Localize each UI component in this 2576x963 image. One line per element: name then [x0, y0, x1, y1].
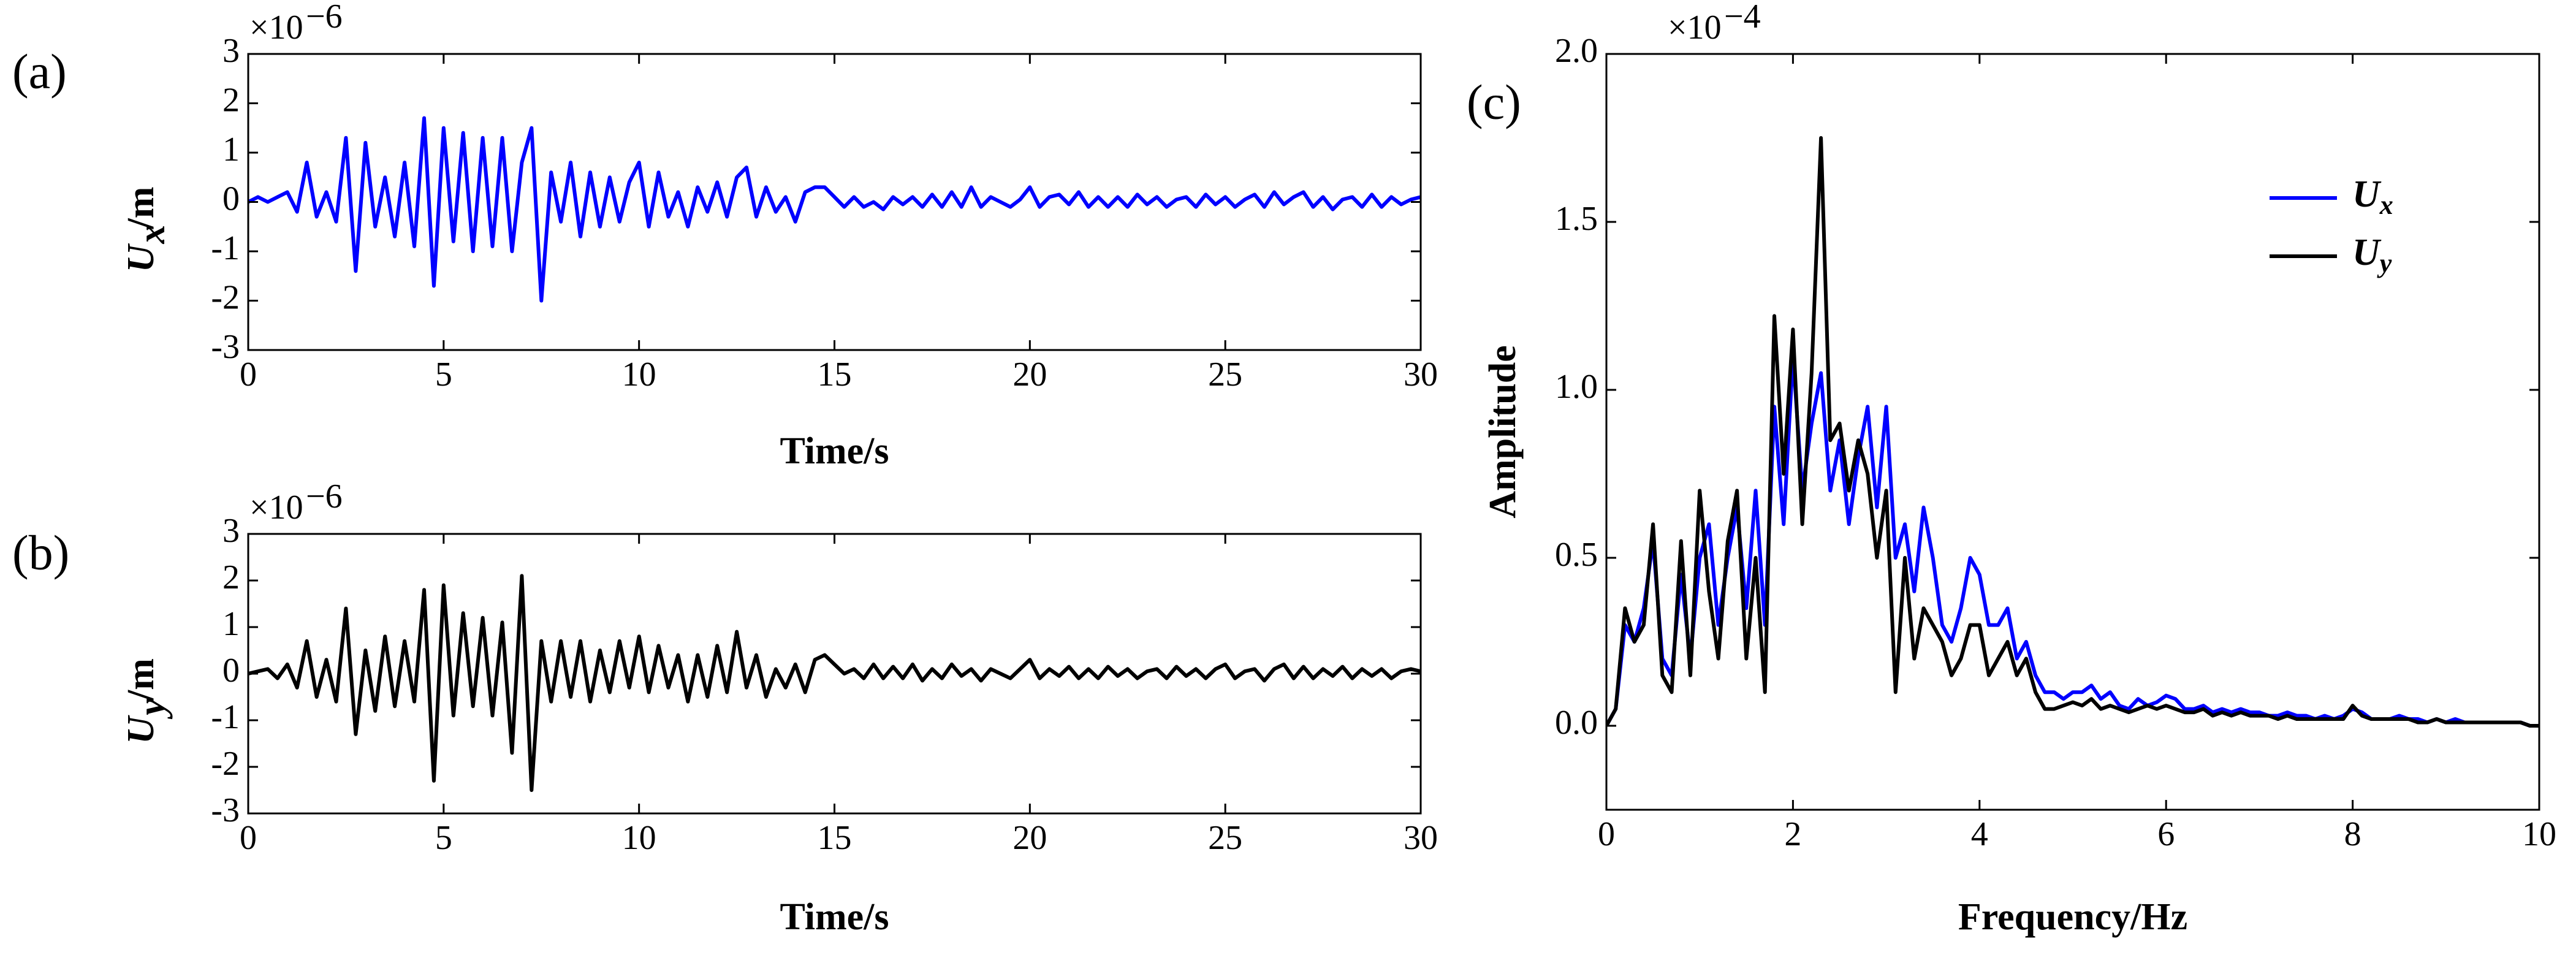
x-axis-label: Frequency/Hz: [1958, 896, 2187, 938]
y-tick-label: 3: [222, 512, 240, 550]
legend-label: Uy: [2352, 232, 2392, 278]
multiplier-base: ×10: [1668, 9, 1722, 47]
y-tick-label: 0: [222, 652, 240, 690]
y-tick-label: 3: [222, 32, 240, 70]
x-tick-label: 10: [622, 819, 656, 857]
y-tick-label: -1: [211, 698, 240, 736]
y-axis-label: Uy/m: [120, 658, 173, 744]
x-tick-label: 15: [818, 356, 852, 394]
y-axis-label: Amplitude: [1482, 345, 1524, 518]
y-tick-label: 2: [222, 558, 240, 596]
axes-box: [247, 533, 1422, 815]
y-tick-label: -2: [211, 745, 240, 783]
y-tick-label: 2: [222, 81, 240, 119]
series-line: [1606, 136, 2539, 728]
x-tick-label: 8: [2344, 815, 2361, 853]
panel-label: (b): [12, 526, 69, 580]
axes-box: [1605, 53, 2540, 811]
y-tick-label: 0.5: [1555, 536, 1598, 574]
y-tick-label: 1: [222, 131, 240, 169]
x-tick-label: 2: [1784, 815, 1801, 853]
x-tick-label: 30: [1404, 356, 1438, 394]
series-line: [248, 574, 1421, 792]
y-label-symbol: U: [120, 715, 162, 744]
y-tick-label: 1.0: [1555, 368, 1598, 406]
x-tick-label: 0: [240, 356, 257, 394]
y-tick-label: 0.0: [1555, 704, 1598, 742]
x-tick-label: 0: [240, 819, 257, 857]
series-line: [1606, 354, 2539, 728]
multiplier-base: ×10: [249, 489, 303, 527]
x-tick-label: 20: [1013, 819, 1047, 857]
y-tick-label: 0: [222, 180, 240, 218]
y-tick-label: 1.5: [1555, 200, 1598, 238]
y-tick-label: 1: [222, 605, 240, 643]
series-line: [248, 116, 1421, 303]
x-tick-label: 10: [622, 356, 656, 394]
x-tick-label: 6: [2157, 815, 2175, 853]
panel-label: (c): [1467, 75, 1521, 129]
axes-box: [247, 53, 1422, 351]
multiplier-exponent: −4: [1724, 0, 1761, 36]
x-tick-label: 15: [818, 819, 852, 857]
x-axis-label: Time/s: [780, 896, 889, 938]
x-axis-label: Time/s: [780, 430, 889, 472]
y-label-unit: /m: [120, 187, 162, 230]
y-tick-label: 2.0: [1555, 32, 1598, 70]
y-tick-label: -1: [211, 229, 240, 267]
y-label-subscript: x: [131, 225, 173, 245]
legend-label: Ux: [2352, 173, 2393, 220]
x-tick-label: 4: [1971, 815, 1988, 853]
multiplier-base: ×10: [249, 9, 303, 47]
x-tick-label: 0: [1598, 815, 1615, 853]
multiplier-exponent: −6: [306, 478, 343, 516]
y-axis-label: Ux/m: [120, 187, 173, 273]
x-tick-label: 25: [1208, 356, 1242, 394]
x-tick-label: 5: [435, 819, 452, 857]
multiplier-exponent: −6: [306, 0, 343, 36]
y-label-symbol: U: [120, 243, 162, 272]
x-tick-label: 5: [435, 356, 452, 394]
y-tick-label: -3: [211, 791, 240, 829]
x-tick-label: 10: [2522, 815, 2556, 853]
y-label-subscript: y: [131, 698, 173, 720]
y-tick-label: -2: [211, 278, 240, 316]
panel-label: (a): [12, 45, 67, 99]
x-tick-label: 30: [1404, 819, 1438, 857]
y-tick-label: -3: [211, 328, 240, 366]
x-tick-label: 20: [1013, 356, 1047, 394]
x-tick-label: 25: [1208, 819, 1242, 857]
y-label-unit: /m: [120, 658, 162, 701]
